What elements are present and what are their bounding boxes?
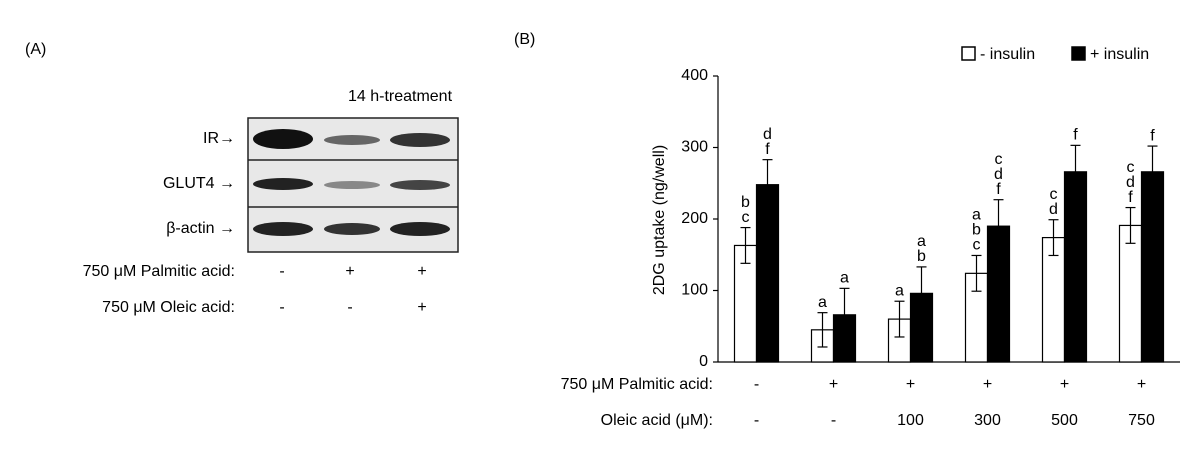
lane-mark: +: [417, 263, 426, 280]
band: [390, 133, 450, 147]
significance-letter: b: [741, 194, 750, 211]
y-tick-label: 200: [681, 210, 708, 227]
x-tick-label: +: [1060, 376, 1069, 393]
significance-letter: a: [972, 207, 981, 224]
significance-letter: d: [994, 166, 1003, 183]
significance-letter: a: [917, 233, 926, 250]
band: [324, 135, 380, 145]
bar: [1140, 171, 1165, 363]
significance-letter: c: [1127, 159, 1135, 176]
bar: [755, 184, 780, 363]
bar: [1041, 236, 1066, 363]
band: [324, 181, 380, 189]
y-tick-label: 300: [681, 139, 708, 156]
significance-letter: d: [1049, 201, 1058, 218]
y-tick-label: 0: [699, 353, 708, 370]
legend-swatch: [961, 46, 976, 61]
panel-label: (B): [514, 31, 535, 48]
x-tick-label: +: [906, 376, 915, 393]
significance-letter: f: [1073, 127, 1078, 144]
significance-letter: f: [1150, 127, 1155, 144]
lane-mark: -: [347, 299, 352, 316]
x-tick-label: -: [831, 412, 836, 429]
lane-mark: -: [279, 263, 284, 280]
significance-letter: f: [1128, 189, 1133, 206]
x-row-label: Oleic acid (μM):: [601, 412, 713, 429]
blot-condition: 14 h-treatment: [348, 88, 453, 105]
lane-mark: +: [345, 263, 354, 280]
significance-letter: f: [765, 141, 770, 158]
significance-letter: c: [742, 209, 750, 226]
blot: [247, 117, 459, 253]
bar: [1063, 171, 1088, 363]
band: [253, 222, 313, 236]
legend-label: - insulin: [980, 46, 1035, 63]
significance-letter: d: [1126, 174, 1135, 191]
x-tick-label: +: [1137, 376, 1146, 393]
significance-letter: c: [995, 151, 1003, 168]
band: [253, 178, 313, 190]
band: [390, 180, 450, 190]
band-label: β-actin →: [166, 220, 235, 237]
x-tick-label: 100: [897, 412, 924, 429]
y-axis-label: 2DG uptake (ng/well): [651, 145, 668, 295]
significance-letter: c: [1050, 186, 1058, 203]
significance-letter: a: [840, 270, 849, 287]
significance-letter: d: [763, 126, 772, 143]
x-tick-label: 500: [1051, 412, 1078, 429]
legend-swatch: [1071, 46, 1086, 61]
significance-letter: a: [818, 294, 827, 311]
x-tick-label: +: [983, 376, 992, 393]
lane-mark: -: [279, 299, 284, 316]
x-tick-label: -: [754, 376, 759, 393]
significance-letter: b: [917, 248, 926, 265]
treatment-label: 750 μM Oleic acid:: [102, 299, 235, 316]
y-tick-label: 100: [681, 282, 708, 299]
significance-letter: b: [972, 222, 981, 239]
x-row-label: 750 μM Palmitic acid:: [561, 376, 713, 393]
band-label: GLUT4 →: [163, 175, 235, 192]
x-tick-label: 750: [1128, 412, 1155, 429]
significance-letter: f: [996, 181, 1001, 198]
bar: [1118, 224, 1143, 363]
panel-label: (A): [25, 41, 46, 58]
band: [324, 223, 380, 235]
treatment-label: 750 μM Palmitic acid:: [83, 263, 235, 280]
band-label: IR→: [203, 130, 235, 147]
lane-mark: +: [417, 299, 426, 316]
y-tick-label: 400: [681, 67, 708, 84]
x-tick-label: 300: [974, 412, 1001, 429]
x-tick-label: -: [754, 412, 759, 429]
significance-letter: a: [895, 282, 904, 299]
significance-letter: c: [973, 237, 981, 254]
band: [390, 222, 450, 236]
legend-label: + insulin: [1090, 46, 1149, 63]
x-tick-label: +: [829, 376, 838, 393]
band: [253, 129, 313, 149]
